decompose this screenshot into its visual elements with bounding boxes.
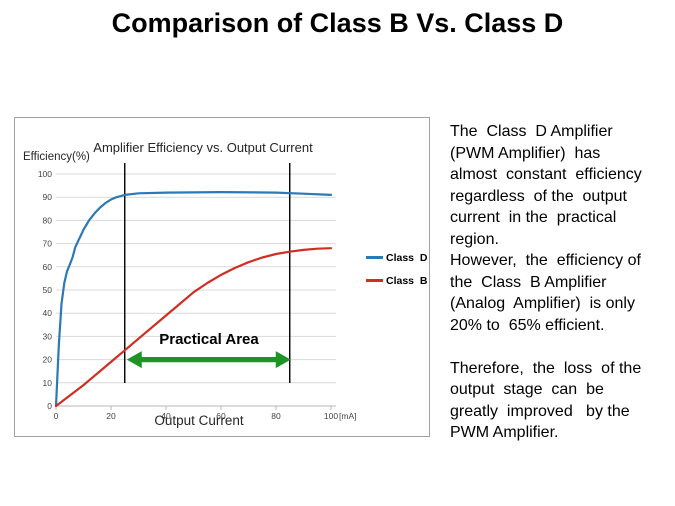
explanation-line: greatly improved by the (450, 402, 630, 420)
efficiency-chart-panel: 0 10 20 30 40 50 60 70 80 90 100 0 20 40 60 80 100 [mA] A… (14, 117, 430, 437)
explanation-text: The Class D Amplifier (PWM Amplifier) has… (450, 121, 674, 444)
legend-item: Class D (366, 246, 428, 269)
x-unit-label: [mA] (339, 411, 356, 421)
practical-area-label: Practical Area (159, 331, 259, 348)
explanation-line: However, the efficiency of (450, 252, 641, 269)
practical-area-arrow (126, 351, 291, 369)
legend-label: Class D (386, 251, 428, 264)
explanation-line (450, 336, 674, 358)
chart-legend: Class D Class B (366, 246, 428, 292)
x-tick-label: 80 (271, 411, 281, 421)
explanation-line: regardless of the output (450, 187, 627, 205)
x-tick-label: 60 (216, 411, 226, 421)
x-tick-label: 0 (54, 411, 59, 421)
y-tick-label: 50 (43, 285, 53, 295)
y-tick-label: 40 (43, 308, 53, 318)
y-tick-label: 10 (43, 378, 53, 388)
legend-label: Class B (386, 274, 428, 287)
explanation-line: (PWM Amplifier) has (450, 144, 601, 162)
y-axis-title: Efficiency(%) (23, 151, 90, 163)
y-tick-label: 30 (43, 331, 53, 341)
explanation-line: Therefore, the loss of the (450, 359, 642, 377)
y-tick-label: 80 (43, 215, 53, 225)
explanation-line: almost constant efficiency (450, 166, 642, 183)
x-axis-title: Output Current (154, 413, 244, 428)
x-tick-label: 100 (324, 411, 338, 421)
legend-line-swatch (366, 279, 383, 282)
chart-plot-area: 0 10 20 30 40 50 60 70 80 90 100 0 20 40 60 80 100 [mA] (15, 118, 429, 436)
y-tick-label: 60 (43, 262, 53, 272)
explanation-line: PWM Amplifier. (450, 424, 559, 441)
y-tick-label: 90 (43, 192, 53, 202)
explanation-line: (Analog Amplifier) is only (450, 295, 635, 312)
chart-title: Amplifier Efficiency vs. Output Current (93, 140, 313, 155)
slide-title: Comparison of Class B Vs. Class D (111, 8, 564, 38)
y-tick-label: 100 (38, 169, 52, 179)
x-tick-label: 20 (106, 411, 116, 421)
explanation-line: region. (450, 230, 499, 248)
explanation-line: The Class D Amplifier (450, 123, 613, 140)
y-tick-label: 70 (43, 239, 53, 249)
explanation-line: output stage can be (450, 381, 604, 398)
series-class-b (54, 247, 333, 408)
x-tick-label: 40 (161, 411, 171, 421)
explanation-line: current in the practical (450, 209, 617, 226)
y-tick-label: 20 (43, 355, 53, 365)
legend-item: Class B (366, 269, 428, 292)
legend-line-swatch (366, 256, 383, 259)
explanation-line: the Class B Amplifier (450, 273, 607, 291)
series-class-d (54, 190, 333, 408)
y-tick-label: 0 (47, 401, 52, 411)
explanation-line: 20% to 65% efficient. (450, 316, 605, 334)
